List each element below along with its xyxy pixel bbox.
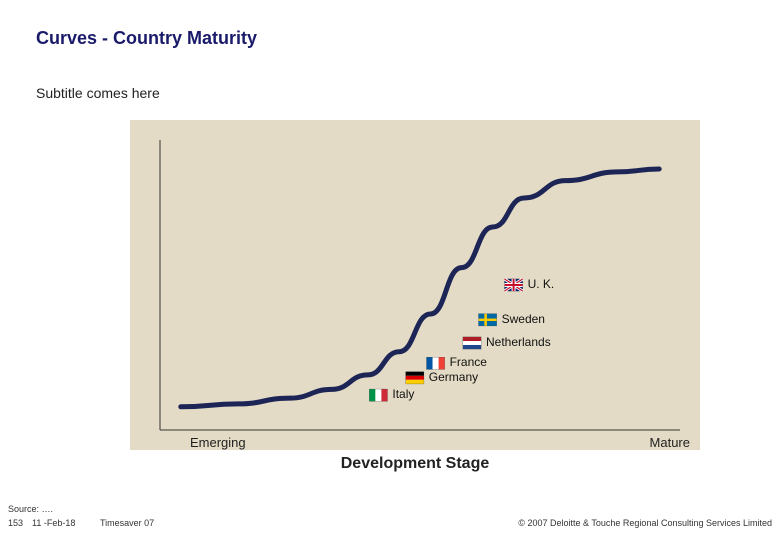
country-label: Sweden [502, 312, 545, 326]
flag-de-icon [406, 372, 424, 384]
maturity-chart: U. K. Sweden Netherlands FranceGermany Italy… [130, 120, 700, 450]
country-label: France [450, 355, 487, 369]
x-axis-right-label: Mature [650, 435, 690, 450]
x-axis-left-label: Emerging [190, 435, 246, 450]
country-label: Netherlands [486, 335, 551, 349]
source-text: Source: …. [8, 504, 53, 514]
page-subtitle: Subtitle comes here [36, 85, 160, 101]
country-label: U. K. [528, 277, 555, 291]
flag-fr-icon [427, 357, 445, 369]
flag-uk-icon [505, 279, 523, 291]
x-axis-title: Development Stage [130, 455, 700, 473]
footer-product: Timesaver 07 [100, 518, 154, 528]
page-number: 153 [8, 518, 23, 528]
footer-date: 11 -Feb-18 [32, 518, 75, 528]
flag-nl-icon [463, 337, 481, 349]
page-title: Curves - Country Maturity [36, 28, 257, 49]
chart-svg [130, 120, 700, 450]
country-label: Italy [392, 387, 414, 401]
footer-copyright: © 2007 Deloitte & Touche Regional Consul… [518, 518, 772, 528]
flag-it-icon [369, 389, 387, 401]
country-label: Germany [429, 370, 478, 384]
flag-se-icon [479, 314, 497, 326]
